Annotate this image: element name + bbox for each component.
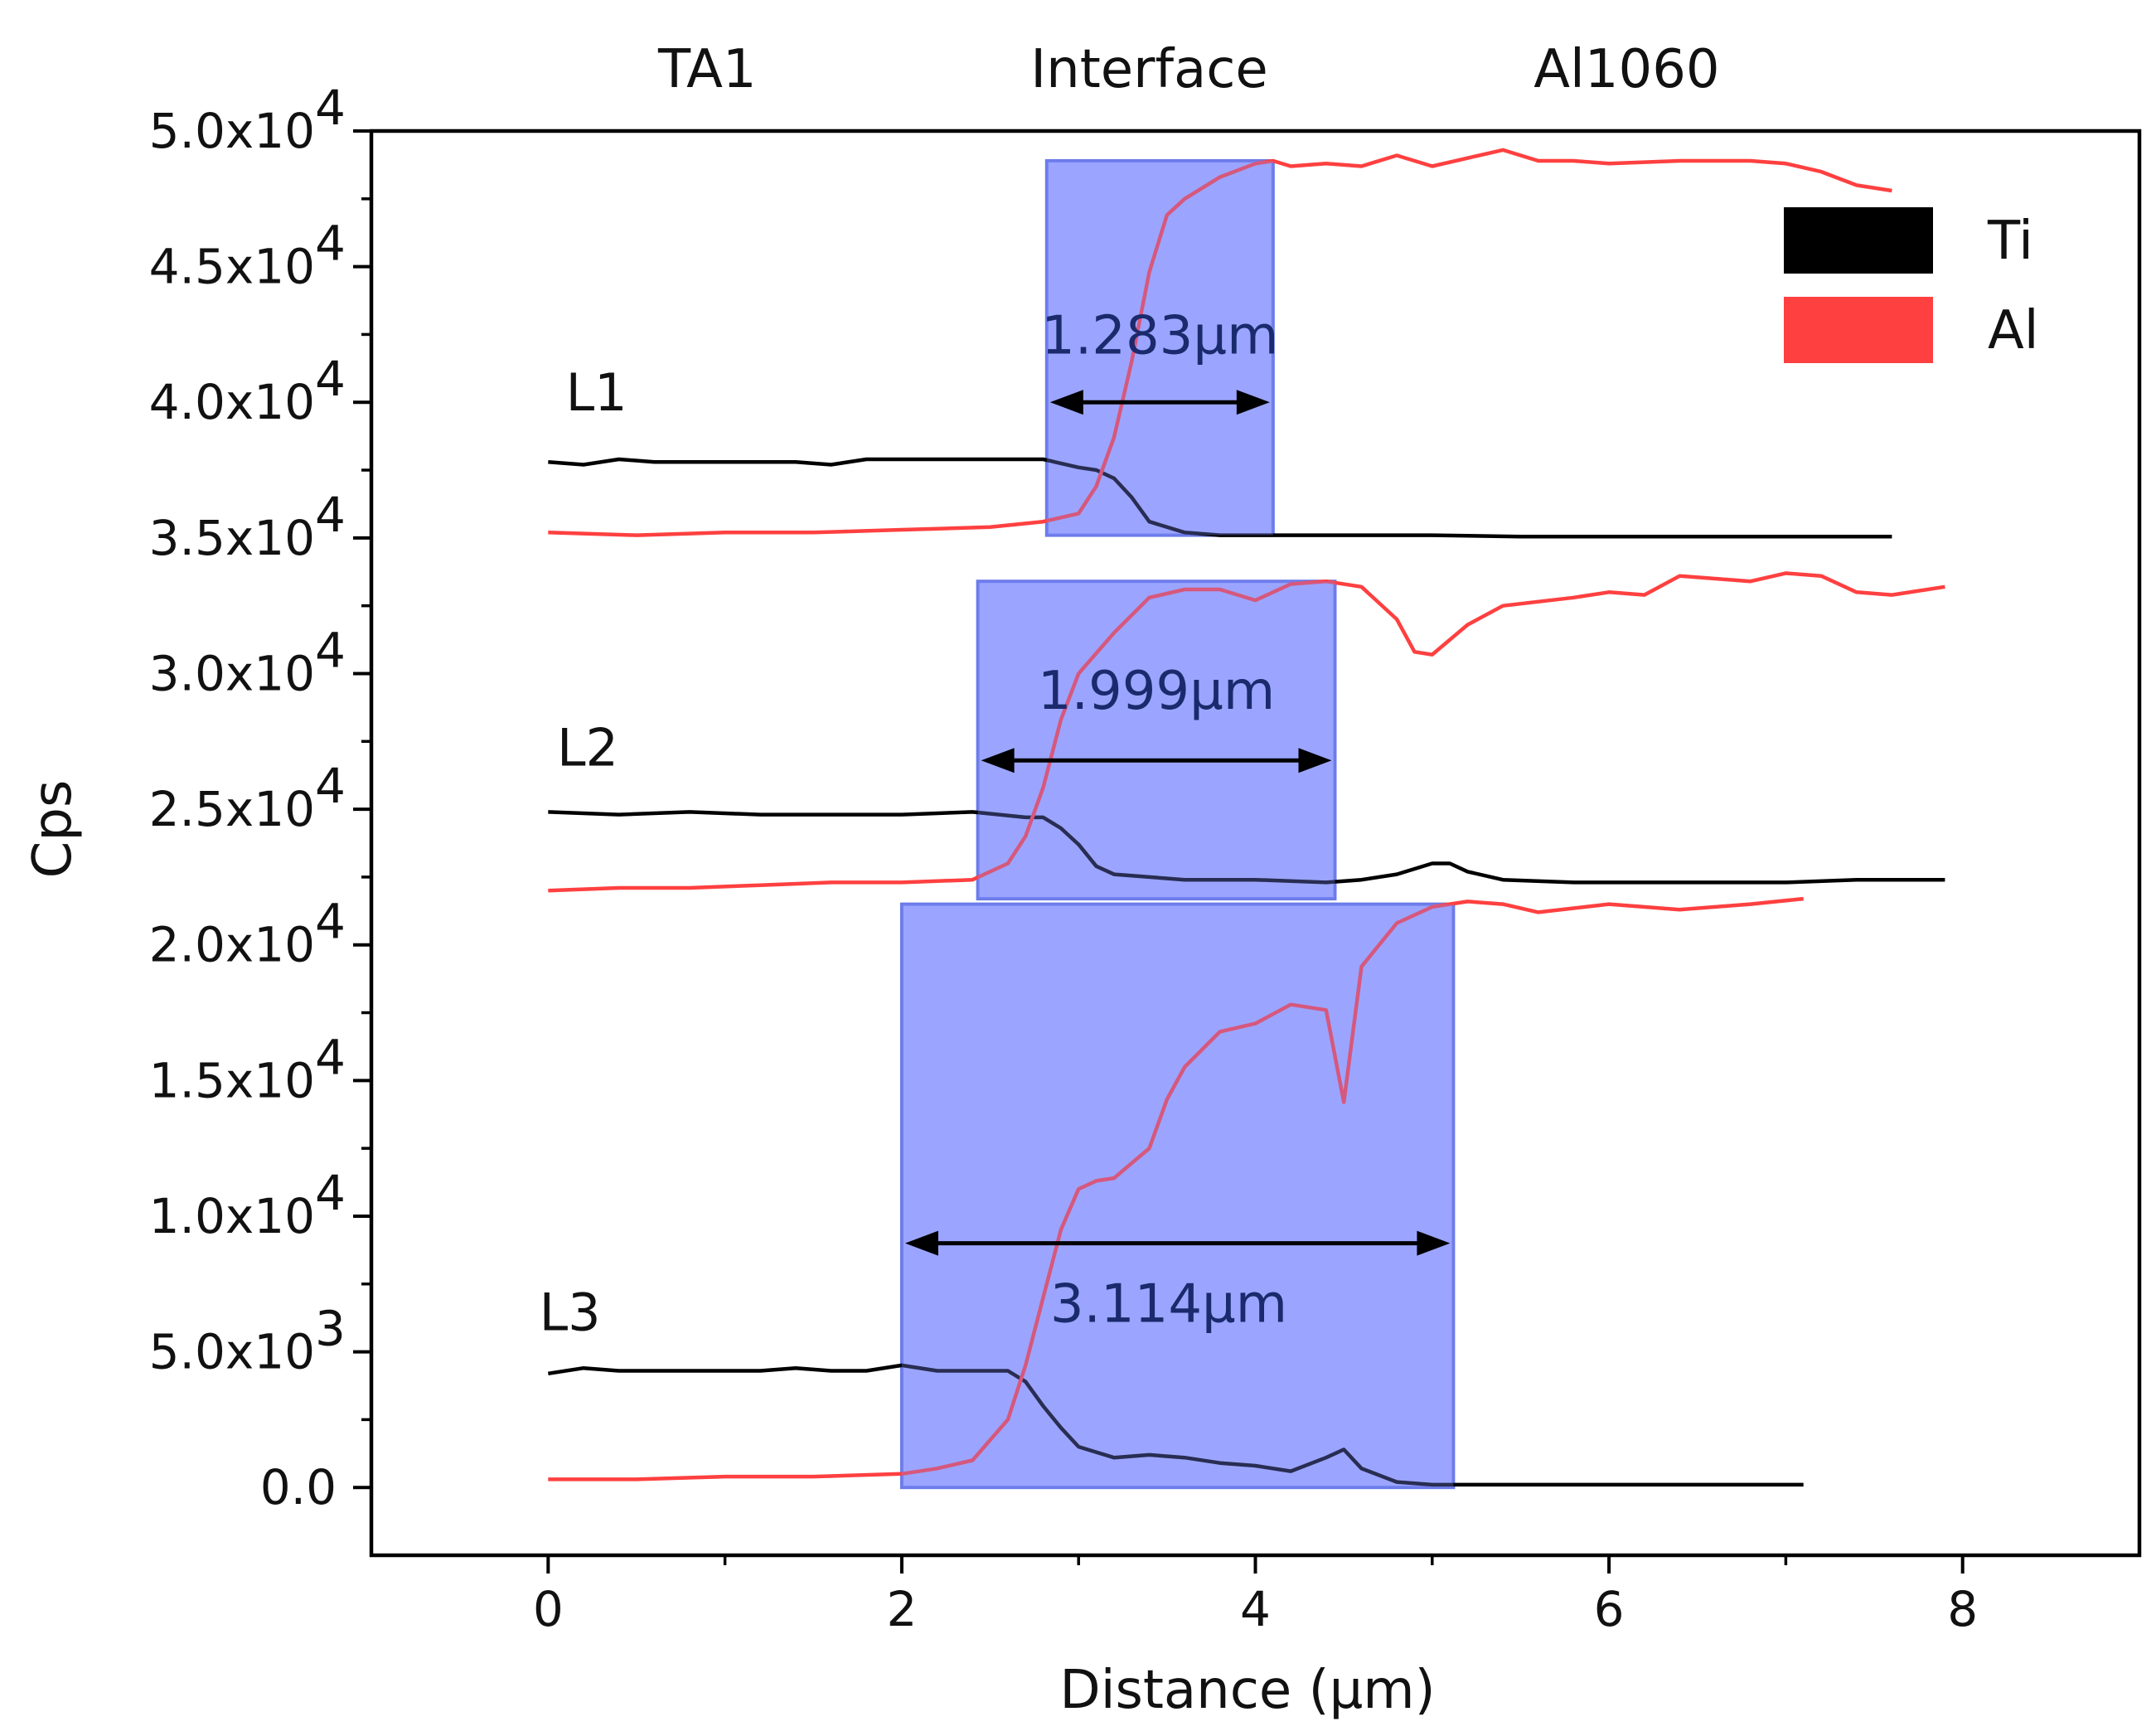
width-label-l3: 3.114μm	[1050, 1274, 1287, 1336]
y-tick-exponent-35000: 4	[315, 487, 346, 543]
interface-box-l3	[899, 902, 1456, 1490]
width-label-l2: 1.999μm	[1038, 661, 1275, 722]
y-tick-label-20000: 2.0x10	[149, 917, 315, 973]
y-tick-label-0: 0.0	[260, 1459, 337, 1515]
axes: 0 2 4 6 80.05.0x10 31.0x10 41.5x10 42.0x10 42.5x…	[149, 80, 2142, 1637]
x-tick-label-2: 2	[886, 1581, 917, 1637]
region-label-2: Al1060	[1533, 39, 1719, 100]
y-tick-exponent-30000: 4	[315, 622, 346, 678]
y-tick-exponent-10000: 4	[315, 1165, 346, 1221]
y-tick-label-45000: 4.5x10	[149, 239, 315, 295]
y-tick-label-5000: 5.0x10	[149, 1324, 315, 1380]
y-axis-title: Cps	[22, 780, 84, 879]
y-tick-label-50000: 5.0x10	[149, 103, 315, 159]
y-tick-label-10000: 1.0x10	[149, 1188, 315, 1244]
profile-label-l2: L2	[557, 718, 618, 778]
profile-labels: L1 L2 L3 TA1 Interface Al1060	[540, 39, 1720, 1342]
interface-box-overlay-l1	[1046, 160, 1273, 536]
series-l2-al	[548, 571, 1945, 893]
width-arrow-head-left-l3	[904, 1230, 938, 1256]
y-tick-label-15000: 1.5x10	[149, 1052, 315, 1108]
width-arrow-head-left-l2	[981, 748, 1015, 773]
width-arrow-head-right-l2	[1298, 748, 1332, 773]
y-tick-exponent-5000: 3	[315, 1301, 346, 1357]
region-label-1: Interface	[1030, 39, 1268, 100]
x-tick-label-4: 4	[1240, 1581, 1271, 1637]
y-tick-label-30000: 3.0x10	[149, 645, 315, 701]
y-tick-exponent-45000: 4	[315, 216, 346, 272]
legend-label-ti: Ti	[1987, 211, 2033, 272]
y-tick-label-25000: 2.5x10	[149, 781, 315, 837]
interface-box-overlay-l3	[901, 904, 1454, 1488]
y-tick-label-40000: 4.0x10	[149, 374, 315, 430]
x-tick-label-0: 0	[533, 1581, 564, 1637]
interface-width-arrows: 1.283μm 1.999μm 3.114μm	[904, 305, 1451, 1336]
interface-box-l2	[976, 579, 1337, 901]
interface-boxes	[899, 158, 1456, 1490]
series-l2-ti	[548, 810, 1945, 885]
y-tick-exponent-50000: 4	[315, 80, 346, 136]
x-tick-label-6: 6	[1594, 1581, 1625, 1637]
interface-box-overlay-l2	[977, 581, 1335, 900]
y-tick-exponent-20000: 4	[315, 894, 346, 950]
profile-label-l3: L3	[540, 1282, 601, 1342]
legend-swatch-al	[1784, 297, 1933, 363]
y-tick-exponent-25000: 4	[315, 758, 346, 814]
profile-lines	[547, 148, 1945, 1487]
legend-swatch-ti	[1784, 207, 1933, 274]
x-tick-label-8: 8	[1947, 1581, 1978, 1637]
profile-label-l1: L1	[566, 362, 627, 423]
series-l3-al	[548, 896, 1804, 1481]
y-tick-exponent-15000: 4	[315, 1029, 346, 1085]
x-axis-title: Distance (μm)	[1059, 1660, 1435, 1721]
width-arrow-head-right-l1	[1236, 390, 1270, 415]
y-tick-exponent-40000: 4	[315, 351, 346, 407]
series-l1-ti	[548, 457, 1892, 539]
region-label-0: TA1	[657, 39, 757, 100]
series-l1-al	[548, 148, 1892, 537]
width-arrow-head-right-l3	[1417, 1230, 1451, 1256]
interface-box-l1	[1044, 158, 1275, 537]
series-l3-ti	[547, 1363, 1804, 1487]
width-arrow-head-left-l1	[1049, 390, 1083, 415]
legend-label-al: Al	[1988, 300, 2039, 361]
width-label-l1: 1.283μm	[1041, 305, 1278, 366]
y-tick-label-35000: 3.5x10	[149, 510, 315, 566]
legend: Ti Al	[1784, 207, 2039, 363]
